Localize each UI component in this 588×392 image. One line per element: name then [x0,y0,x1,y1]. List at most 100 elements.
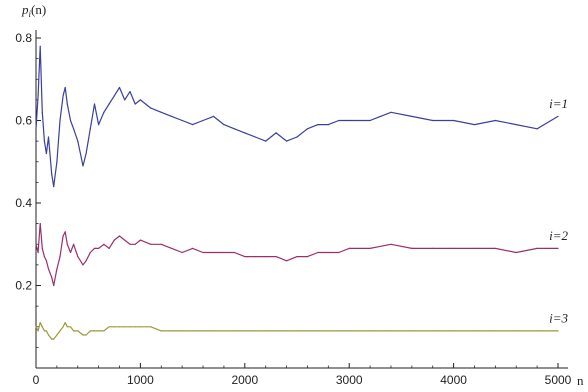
data-point [192,124,194,126]
data-point [62,95,64,97]
data-point [139,326,141,328]
data-point [494,330,496,332]
data-point [73,330,75,332]
data-point [160,243,162,245]
data-point [113,95,115,97]
data-point [212,115,215,117]
x-axis-label: n [577,373,584,388]
data-point [129,91,131,93]
data-point [181,330,183,332]
x-tick-label: 4000 [440,373,467,387]
data-point [494,247,496,249]
data-point [66,243,68,245]
series-1 [35,45,559,188]
series-line [35,223,558,287]
data-point [296,136,298,138]
data-point [265,256,267,258]
data-point [536,247,538,249]
data-point [45,260,48,262]
data-point [85,260,87,262]
data-point [327,251,329,254]
data-point [53,338,55,340]
data-point [181,251,183,254]
data-point [73,243,75,245]
data-point [69,326,72,328]
data-point [89,128,91,130]
data-point [338,251,340,254]
data-point [53,284,55,287]
y-tick-label: 0.6 [15,114,32,128]
data-point [254,256,256,258]
data-point [66,326,68,328]
series-line [35,45,559,188]
data-point [432,330,434,332]
data-point [41,111,43,113]
data-point [244,132,246,134]
data-point [103,243,105,245]
data-point [37,251,39,254]
data-point [93,247,96,249]
data-point [64,231,66,233]
data-point [223,330,225,332]
data-point [129,243,131,245]
data-point [69,251,72,254]
data-point [432,119,434,122]
data-point [35,128,37,130]
data-point [473,124,476,126]
data-point [244,330,246,332]
data-point [59,119,61,122]
data-point [390,243,392,245]
data-point [41,326,43,328]
data-point [348,119,350,122]
y-tick-label: 0.8 [15,31,32,45]
data-point [41,247,43,249]
data-point [82,264,84,266]
data-point [108,247,110,249]
data-point [51,338,53,340]
labels-layer: i=1 i=2 i=3 [549,96,568,326]
y-axis-label-paren: (n) [31,2,46,17]
data-point [275,132,277,134]
data-point [51,173,53,175]
data-point [82,334,84,336]
data-point [98,124,100,126]
data-point [77,140,79,142]
data-point [139,239,141,241]
data-point [557,330,559,332]
data-point [254,330,256,332]
axes: 0 1000 2000 3000 4000 5000 0.2 0.4 0.6 0.8 [15,30,572,387]
data-point [69,119,72,122]
data-point [306,256,308,258]
data-point [45,330,48,332]
data-point [89,330,91,332]
data-point [43,256,46,258]
data-point [45,152,48,155]
data-point [64,86,66,89]
x-tick-label: 5000 [545,373,572,387]
data-point [113,326,115,328]
data-point [317,330,319,332]
data-point [150,326,152,328]
series-3 [35,322,559,340]
series-label-2: i=2 [549,228,568,243]
data-point [192,247,194,249]
data-point [129,326,131,328]
data-point [223,251,225,254]
data-point [453,330,455,332]
x-tick-label: 2000 [231,373,258,387]
data-point [181,119,183,122]
data-point [286,260,288,262]
data-point [473,330,476,332]
data-point [77,330,79,332]
data-point [82,165,84,167]
series-layer [35,45,559,340]
data-point [286,140,288,142]
data-point [118,326,121,328]
data-point [171,115,173,117]
x-tick-label: 3000 [336,373,363,387]
data-point [108,103,110,105]
data-point [348,247,350,249]
data-point [43,330,46,332]
data-point [327,124,329,126]
